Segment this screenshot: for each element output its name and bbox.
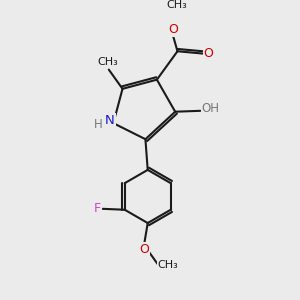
Text: O: O [140, 243, 149, 256]
Text: O: O [204, 46, 214, 60]
Text: CH₃: CH₃ [166, 0, 187, 10]
Text: CH₃: CH₃ [158, 260, 178, 270]
Text: OH: OH [202, 102, 220, 115]
Text: F: F [94, 202, 101, 215]
Text: H: H [94, 118, 103, 130]
Text: CH₃: CH₃ [98, 57, 118, 67]
Text: N: N [105, 114, 115, 127]
Text: O: O [168, 23, 178, 36]
